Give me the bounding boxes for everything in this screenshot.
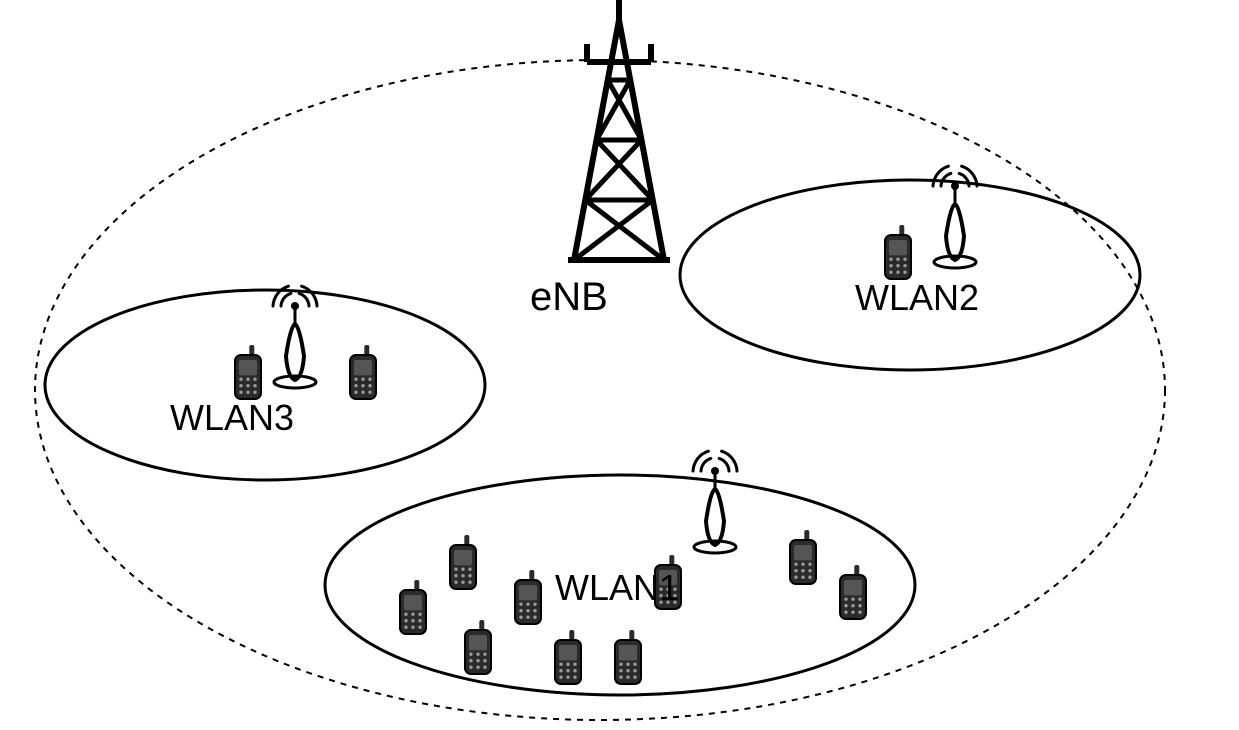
wlan-label: WLAN3 bbox=[170, 397, 294, 438]
ue-device bbox=[615, 630, 641, 684]
ue-device bbox=[555, 630, 581, 684]
ue-device bbox=[790, 530, 816, 584]
enb-cell-boundary bbox=[35, 60, 1165, 720]
access-point-wlan1 bbox=[693, 451, 737, 553]
enb-label: eNB bbox=[530, 275, 608, 319]
access-point-wlan3 bbox=[273, 286, 317, 388]
ue-device bbox=[350, 345, 376, 399]
wlan-cell-wlan3: WLAN3 bbox=[45, 286, 485, 480]
wlan-cell-wlan1: WLAN1 bbox=[325, 451, 915, 695]
wlan-boundary bbox=[45, 290, 485, 480]
ue-device bbox=[235, 345, 261, 399]
wlan-label: WLAN1 bbox=[555, 567, 679, 608]
ue-device bbox=[465, 620, 491, 674]
wlan-cell-wlan2: WLAN2 bbox=[680, 166, 1140, 370]
ue-device bbox=[400, 580, 426, 634]
ue-device bbox=[885, 225, 911, 279]
enb-tower bbox=[568, 0, 670, 260]
ue-device bbox=[840, 565, 866, 619]
ue-device bbox=[450, 535, 476, 589]
wlan-label: WLAN2 bbox=[855, 277, 979, 318]
ue-device bbox=[515, 570, 541, 624]
